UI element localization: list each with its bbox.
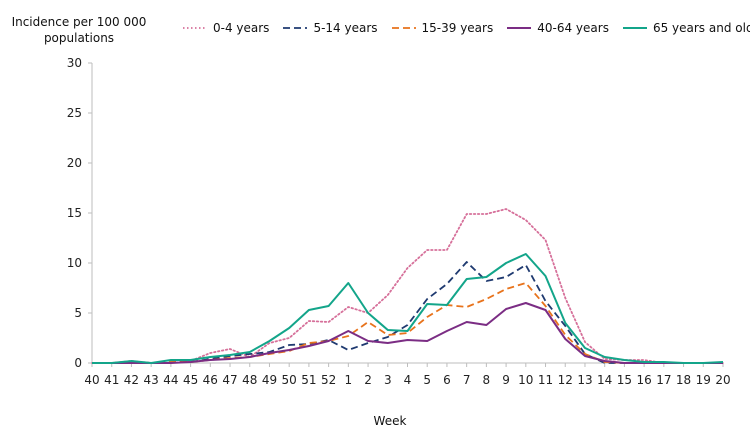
y-tick-label: 10 bbox=[67, 256, 82, 270]
legend-label: 0-4 years bbox=[213, 21, 270, 35]
legend-swatch bbox=[507, 27, 532, 29]
y-tick-label: 25 bbox=[67, 106, 82, 120]
x-tick-label: 3 bbox=[384, 373, 392, 387]
legend-item: 15-39 years bbox=[391, 21, 494, 35]
x-tick-label: 17 bbox=[656, 373, 671, 387]
y-tick-label: 20 bbox=[67, 156, 82, 170]
series-line-40-64-years bbox=[92, 302, 723, 364]
x-tick-label: 41 bbox=[104, 373, 119, 387]
legend: 0-4 years 5-14 years 15-39 years 40-64 year… bbox=[183, 20, 750, 36]
y-tick-label: 0 bbox=[74, 356, 82, 370]
x-tick-label: 50 bbox=[282, 373, 297, 387]
series-line-15-39-years bbox=[92, 282, 723, 364]
x-tick-label: 19 bbox=[696, 373, 711, 387]
x-tick-label: 6 bbox=[443, 373, 451, 387]
legend-swatch bbox=[391, 27, 416, 29]
y-tick-label: 5 bbox=[74, 306, 82, 320]
legend-swatch bbox=[283, 27, 308, 29]
x-tick-label: 4 bbox=[404, 373, 412, 387]
x-tick-label: 44 bbox=[163, 373, 178, 387]
x-tick-label: 8 bbox=[483, 373, 491, 387]
x-tick-label: 51 bbox=[301, 373, 316, 387]
x-tick-label: 46 bbox=[203, 373, 218, 387]
x-tick-label: 49 bbox=[262, 373, 277, 387]
x-tick-label: 15 bbox=[617, 373, 632, 387]
legend-item: 5-14 years bbox=[283, 21, 378, 35]
x-tick-label: 47 bbox=[222, 373, 237, 387]
x-tick-label: 48 bbox=[242, 373, 257, 387]
y-tick-label: 15 bbox=[67, 206, 82, 220]
legend-swatch bbox=[183, 27, 207, 29]
legend-label: 15-39 years bbox=[421, 21, 494, 35]
series-line-5-14-years bbox=[92, 261, 723, 364]
x-tick-label: 43 bbox=[144, 373, 159, 387]
x-tick-label: 2 bbox=[364, 373, 372, 387]
x-tick-label: 1 bbox=[345, 373, 353, 387]
x-tick-label: 18 bbox=[676, 373, 691, 387]
legend-item: 40-64 years bbox=[507, 21, 609, 35]
series-line-65-years-and-older bbox=[92, 253, 724, 364]
x-tick-label: 5 bbox=[423, 373, 431, 387]
legend-item: 0-4 years bbox=[183, 21, 269, 35]
x-tick-label: 40 bbox=[84, 373, 99, 387]
y-axis-title: Incidence per 100 000 populations bbox=[11, 15, 147, 45]
x-tick-label: 42 bbox=[124, 373, 139, 387]
x-tick-label: 7 bbox=[463, 373, 471, 387]
x-tick-label: 14 bbox=[597, 373, 612, 387]
x-tick-label: 13 bbox=[577, 373, 592, 387]
legend-label: 40-64 years bbox=[537, 21, 609, 35]
legend-label: 65 years and older bbox=[652, 21, 750, 35]
x-tick-label: 10 bbox=[518, 373, 533, 387]
x-tick-label: 16 bbox=[636, 373, 651, 387]
legend-swatch bbox=[622, 27, 647, 29]
x-tick-label: 52 bbox=[321, 373, 336, 387]
x-tick-label: 11 bbox=[538, 373, 553, 387]
y-tick-label: 30 bbox=[67, 56, 82, 70]
legend-label: 5-14 years bbox=[313, 21, 378, 35]
x-tick-label: 45 bbox=[183, 373, 198, 387]
x-axis-title: Week bbox=[373, 414, 407, 428]
x-tick-label: 9 bbox=[502, 373, 510, 387]
x-tick-label: 12 bbox=[558, 373, 573, 387]
legend-item: 65 years and older bbox=[622, 21, 750, 35]
x-tick-label: 20 bbox=[715, 373, 730, 387]
